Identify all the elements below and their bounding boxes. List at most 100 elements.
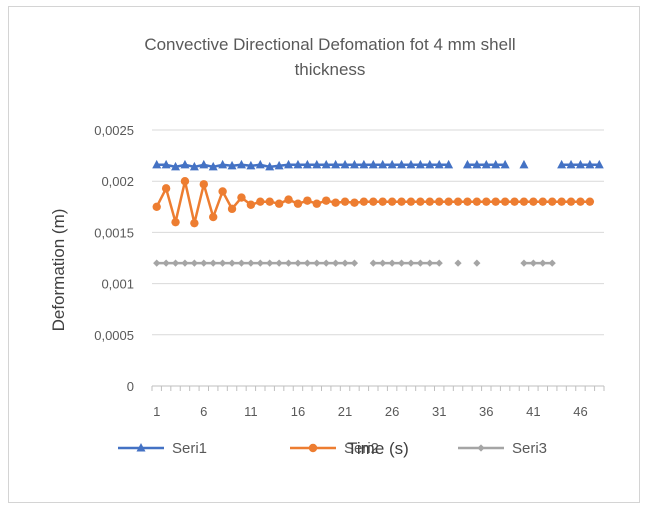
data-point-circle (566, 197, 576, 206)
x-tick-label: 36 (479, 404, 493, 419)
chart-title-line1: Convective Directional Defomation fot 4 … (144, 35, 515, 54)
y-tick-label: 0,001 (101, 277, 134, 292)
data-point-triangle (491, 159, 501, 169)
data-point-triangle (340, 159, 350, 169)
data-point-circle (152, 202, 161, 211)
data-point-diamond (219, 259, 227, 267)
data-point-triangle (566, 159, 576, 169)
chart-title-line2: thickness (295, 60, 366, 79)
data-point-diamond (294, 259, 302, 267)
y-tick-label: 0,0025 (94, 123, 134, 138)
data-point-circle (199, 180, 208, 189)
data-point-circle (425, 197, 434, 206)
data-point-diamond (520, 259, 528, 267)
data-point-circle (209, 212, 218, 222)
data-point-diamond (529, 259, 537, 267)
data-point-circle (585, 197, 595, 206)
data-point-diamond (477, 444, 485, 452)
data-point-circle (303, 196, 312, 205)
data-point-circle (387, 197, 397, 206)
data-point-circle (406, 197, 416, 206)
data-point-circle (256, 197, 265, 206)
data-point-triangle (472, 159, 482, 169)
legend-entry-seri1: Seri1 (118, 440, 207, 457)
data-point-triangle (444, 159, 454, 169)
data-point-triangle (265, 161, 275, 171)
data-point-diamond (153, 259, 161, 267)
data-point-diamond (379, 259, 387, 267)
data-point-diamond (313, 259, 321, 267)
data-point-diamond (397, 259, 406, 267)
data-point-circle (397, 197, 406, 206)
data-point-circle (161, 184, 171, 193)
data-point-circle (331, 198, 340, 207)
data-point-triangle (415, 159, 425, 169)
data-point-circle (435, 197, 444, 206)
data-point-circle (538, 197, 547, 206)
data-point-circle (265, 197, 274, 206)
x-tick-label: 11 (244, 404, 258, 419)
data-point-circle (340, 197, 350, 206)
data-point-circle (180, 177, 190, 186)
data-point-diamond (237, 259, 246, 267)
gridlines (152, 129, 604, 336)
data-point-triangle (302, 159, 312, 169)
data-point-diamond (388, 259, 396, 267)
data-point-triangle (321, 159, 331, 169)
chart-frame (8, 6, 640, 503)
data-point-circle (491, 197, 500, 206)
x-tick-label: 46 (573, 404, 587, 419)
data-point-triangle (236, 159, 246, 169)
data-point-diamond (256, 259, 264, 267)
data-point-circle (227, 204, 237, 214)
data-point-diamond (341, 259, 349, 267)
data-point-triangle (284, 159, 294, 169)
data-point-diamond (209, 259, 217, 267)
data-point-circle (500, 197, 510, 206)
data-point-circle (472, 197, 482, 206)
data-point-circle (246, 200, 256, 209)
data-point-triangle (434, 159, 444, 169)
x-tick-label: 16 (291, 404, 305, 419)
data-point-diamond (407, 259, 415, 267)
data-point-diamond (247, 259, 255, 267)
series-seri1 (152, 159, 604, 171)
data-point-circle (482, 197, 491, 206)
x-tick-label: 41 (526, 404, 540, 419)
data-point-triangle (519, 159, 529, 169)
data-point-diamond (162, 259, 170, 267)
data-point-triangle (378, 159, 388, 169)
data-point-circle (444, 197, 453, 206)
data-point-triangle (171, 161, 181, 171)
data-point-diamond (416, 259, 424, 267)
data-point-triangle (208, 161, 218, 171)
data-point-diamond (435, 259, 443, 267)
data-point-triangle (152, 159, 162, 169)
data-point-triangle (594, 159, 604, 169)
data-point-circle (529, 197, 538, 206)
series-layer (152, 159, 604, 267)
data-point-circle (359, 197, 369, 206)
data-point-triangle (500, 159, 510, 169)
data-point-circle (369, 197, 378, 206)
data-point-triangle (462, 159, 472, 169)
data-point-circle (548, 197, 557, 206)
data-point-circle (350, 198, 359, 207)
data-point-triangle (397, 159, 407, 169)
data-point-circle (190, 218, 199, 228)
data-point-diamond (284, 259, 293, 267)
data-point-triangle (246, 160, 256, 170)
data-point-triangle (180, 159, 190, 169)
data-point-triangle (359, 159, 369, 169)
legend-label: Seri1 (172, 440, 207, 457)
data-point-circle (274, 199, 284, 208)
data-point-circle (293, 199, 303, 208)
x-axis-title: Time (s) (347, 439, 409, 458)
data-point-triangle (331, 159, 341, 169)
data-point-diamond (303, 259, 311, 267)
data-point-diamond (181, 259, 189, 267)
data-point-circle (463, 197, 472, 206)
series-seri2 (152, 177, 595, 228)
data-point-triangle (227, 160, 237, 170)
data-point-diamond (171, 259, 180, 267)
